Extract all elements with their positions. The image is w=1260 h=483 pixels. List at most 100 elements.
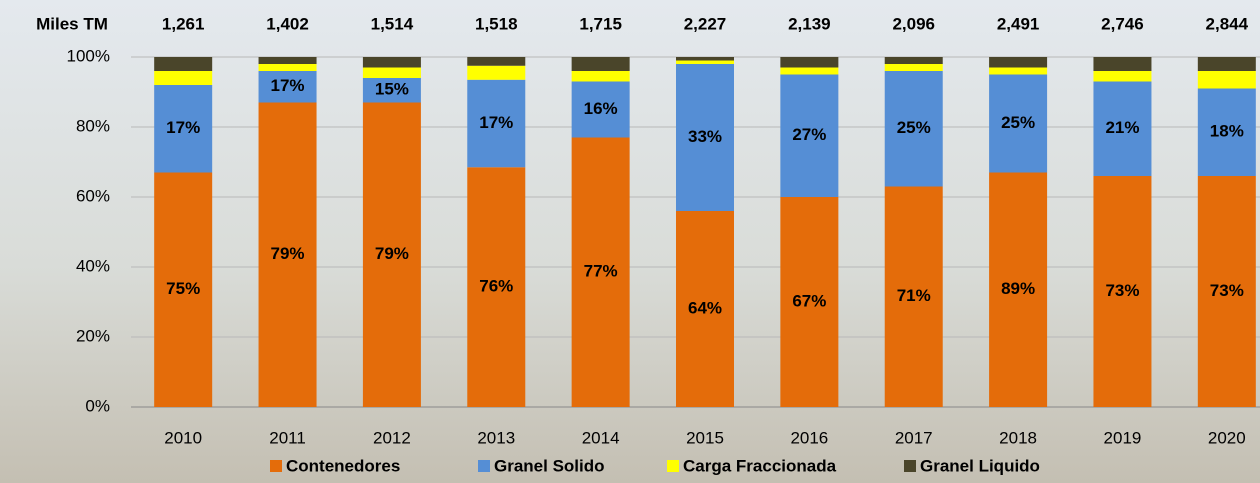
y-title: Miles TM (36, 14, 108, 33)
bar-segment (154, 85, 213, 173)
x-tick-label: 2011 (269, 428, 306, 447)
data-label: 73% (1210, 281, 1244, 300)
data-label: 79% (375, 244, 409, 263)
bar-segment (1197, 71, 1256, 89)
data-label: 77% (584, 262, 618, 281)
x-tick-label: 2019 (1104, 428, 1142, 447)
bar-segment (989, 67, 1048, 75)
bar-segment (467, 65, 526, 80)
bar-segment (258, 64, 317, 71)
x-tick-label: 2018 (999, 428, 1037, 447)
bar-segment (989, 74, 1048, 173)
x-tick-label: 2012 (373, 428, 411, 447)
data-label: 64% (688, 298, 722, 317)
data-label: 16% (584, 99, 618, 118)
x-tick-label: 2013 (477, 428, 515, 447)
legend-swatch (270, 460, 282, 472)
bar-segment (884, 57, 943, 64)
bar-segment (780, 67, 839, 75)
bar-segment (362, 102, 421, 407)
bar-segment (1197, 176, 1256, 407)
total-label: 2,096 (892, 14, 935, 33)
legend-label: Carga Fraccionada (683, 456, 837, 475)
data-label: 75% (166, 279, 200, 298)
bar-segment (362, 67, 421, 78)
bar-segment (154, 71, 213, 85)
bar-segment (362, 78, 421, 103)
data-label: 73% (1105, 281, 1139, 300)
bar-segment (780, 74, 839, 197)
bar-segment (467, 79, 526, 168)
data-label: 21% (1105, 118, 1139, 137)
bar-segment (780, 57, 839, 68)
x-tick-label: 2015 (686, 428, 724, 447)
bar-segment (571, 81, 630, 138)
y-tick-label: 40% (76, 256, 110, 275)
data-label: 25% (897, 118, 931, 137)
y-tick-label: 60% (76, 186, 110, 205)
data-label: 71% (897, 286, 931, 305)
bar-segment (780, 197, 839, 407)
bar-segment (1093, 57, 1152, 71)
total-label: 1,518 (475, 14, 518, 33)
bar-segment (258, 102, 317, 407)
data-label: 15% (375, 80, 409, 99)
x-tick-label: 2020 (1208, 428, 1246, 447)
x-tick-label: 2014 (582, 428, 620, 447)
y-tick-label: 80% (76, 116, 110, 135)
total-label: 2,491 (997, 14, 1040, 33)
bar-segment (884, 71, 943, 187)
total-label: 2,746 (1101, 14, 1144, 33)
bar-segment (154, 57, 213, 71)
data-label: 17% (166, 118, 200, 137)
data-label: 18% (1210, 122, 1244, 141)
total-label: 1,402 (266, 14, 309, 33)
x-tick-label: 2010 (164, 428, 202, 447)
data-label: 17% (479, 113, 513, 132)
y-tick-label: 0% (85, 396, 110, 415)
bar-segment (362, 57, 421, 68)
data-label: 79% (271, 244, 305, 263)
legend-label: Granel Liquido (920, 456, 1040, 475)
bar-segment (571, 71, 630, 82)
data-label: 27% (792, 125, 826, 144)
legend-swatch (478, 460, 490, 472)
bar-segment (989, 172, 1048, 407)
bar-segment (467, 167, 526, 407)
bar-segment (989, 57, 1048, 68)
total-label: 1,261 (162, 14, 205, 33)
bar-segment (1197, 88, 1256, 176)
data-label: 17% (271, 76, 305, 95)
x-tick-label: 2017 (895, 428, 933, 447)
bar-segment (154, 172, 213, 407)
bar-segment (571, 57, 630, 71)
bar-segment (258, 57, 317, 64)
bar-segment (1093, 71, 1152, 82)
bar-segment (1093, 81, 1152, 176)
bar-segment (571, 137, 630, 407)
data-label: 33% (688, 127, 722, 146)
data-label: 76% (479, 277, 513, 296)
y-tick-label: 100% (67, 46, 110, 65)
data-label: 89% (1001, 279, 1035, 298)
total-label: 2,139 (788, 14, 831, 33)
data-label: 25% (1001, 113, 1035, 132)
x-tick-label: 2016 (790, 428, 828, 447)
bar-segment (676, 60, 734, 64)
y-tick-label: 20% (76, 326, 110, 345)
legend-swatch (667, 460, 679, 472)
bar-segment (884, 64, 943, 71)
total-label: 2,844 (1206, 14, 1249, 33)
bar-segment (1197, 57, 1256, 71)
bar-segment (884, 186, 943, 407)
bar-segment (676, 211, 734, 407)
bar-segment (1093, 176, 1152, 407)
total-label: 1,715 (579, 14, 622, 33)
data-label: 67% (792, 291, 826, 310)
legend-label: Granel Solido (494, 456, 605, 475)
legend-label: Contenedores (286, 456, 400, 475)
bar-segment (676, 57, 734, 61)
total-label: 1,514 (371, 14, 414, 33)
